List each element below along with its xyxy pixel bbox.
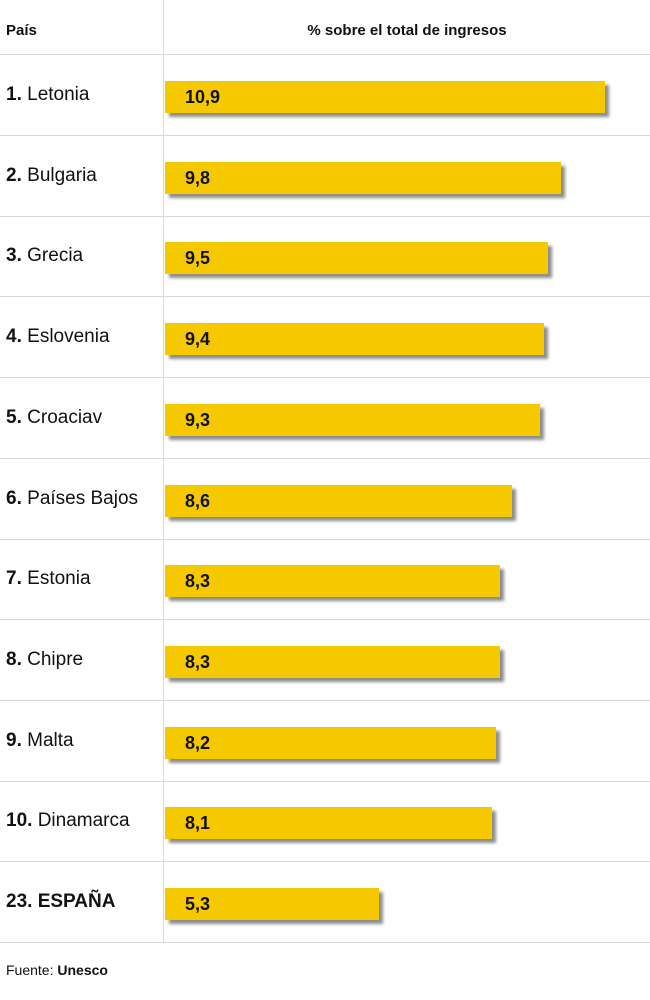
country-name: Chipre (27, 648, 84, 670)
table-row: 1. Letonia 10,9 (0, 55, 650, 136)
source-prefix: Fuente: (6, 962, 54, 978)
bar-value-label: 9,4 (185, 329, 211, 350)
country-label: 3. Grecia (6, 216, 83, 296)
rank-number: 23. (6, 891, 33, 912)
column-divider (163, 0, 164, 943)
country-label: 7. Estonia (6, 539, 91, 619)
value-bar: 9,5 (165, 242, 548, 275)
value-bar: 8,2 (165, 726, 496, 759)
table-row: 8. Chipre 8,3 (0, 620, 650, 701)
country-label: 1. Letonia (6, 55, 89, 135)
country-name: Estonia (27, 568, 91, 590)
rank-number: 5. (6, 406, 22, 428)
bar-value-label: 9,8 (185, 167, 211, 188)
country-name: Letonia (27, 84, 90, 105)
country-name: Dinamarca (37, 810, 130, 832)
country-name: ESPAÑA (37, 891, 116, 912)
country-label: 2. Bulgaria (6, 136, 97, 216)
value-bar: 8,6 (165, 484, 512, 517)
bar-value-label: 8,1 (185, 813, 211, 834)
table-row: 10. Dinamarca 8,1 (0, 781, 650, 863)
country-label: 23. ESPAÑA (6, 862, 115, 942)
source-note: Fuente: Unesco (6, 962, 108, 978)
country-name: Malta (27, 729, 74, 751)
bar-value-label: 9,3 (185, 409, 211, 430)
country-label: 10. Dinamarca (6, 781, 130, 861)
table-row: 4. Eslovenia 9,4 (0, 297, 650, 379)
table-row: 3. Grecia 9,5 (0, 216, 650, 298)
value-bar: 5,3 (165, 888, 379, 920)
source-name: Unesco (57, 962, 108, 978)
bar-value-label: 8,3 (185, 651, 211, 672)
rank-number: 1. (6, 84, 22, 105)
value-bar: 9,3 (165, 403, 540, 436)
bar-value-label: 5,3 (185, 894, 211, 914)
table-header: País % sobre el total de ingresos (0, 0, 650, 55)
value-bar: 8,3 (165, 565, 500, 598)
table-row: 2. Bulgaria 9,8 (0, 136, 650, 217)
bar-value-label: 8,3 (185, 571, 211, 592)
bar-value-label: 8,6 (185, 490, 211, 511)
rank-number: 8. (6, 648, 22, 670)
country-name: Eslovenia (27, 326, 110, 348)
rank-number: 9. (6, 729, 22, 751)
country-column-header: País (6, 22, 37, 39)
country-label: 6. Países Bajos (6, 459, 138, 539)
bar-value-label: 9,5 (185, 248, 211, 269)
value-bar: 8,3 (165, 645, 500, 678)
table-row: 6. Países Bajos 8,6 (0, 459, 650, 540)
rank-number: 6. (6, 487, 22, 509)
rank-number: 2. (6, 164, 22, 186)
bar-value-label: 8,2 (185, 732, 211, 753)
country-name: Croaciav (27, 406, 103, 428)
table-row: 23. ESPAÑA 5,3 (0, 862, 650, 943)
table-row: 5. Croaciav 9,3 (0, 378, 650, 459)
country-name: Grecia (27, 245, 84, 267)
country-label: 8. Chipre (6, 620, 83, 700)
rank-number: 10. (6, 810, 33, 832)
country-name: Bulgaria (27, 164, 97, 186)
table-row: 7. Estonia 8,3 (0, 539, 650, 621)
country-label: 5. Croaciav (6, 378, 102, 458)
value-bar: 10,9 (165, 81, 605, 113)
country-name: Países Bajos (27, 487, 139, 509)
value-column-header: % sobre el total de ingresos (307, 22, 507, 39)
country-label: 9. Malta (6, 701, 74, 781)
table-row: 9. Malta 8,2 (0, 701, 650, 782)
value-bar: 8,1 (165, 807, 492, 840)
rank-number: 7. (6, 568, 22, 590)
rank-number: 4. (6, 326, 22, 348)
country-label: 4. Eslovenia (6, 297, 110, 377)
rank-number: 3. (6, 245, 22, 267)
value-bar: 9,4 (165, 323, 544, 356)
bar-value-label: 10,9 (185, 87, 221, 107)
value-bar: 9,8 (165, 161, 561, 194)
